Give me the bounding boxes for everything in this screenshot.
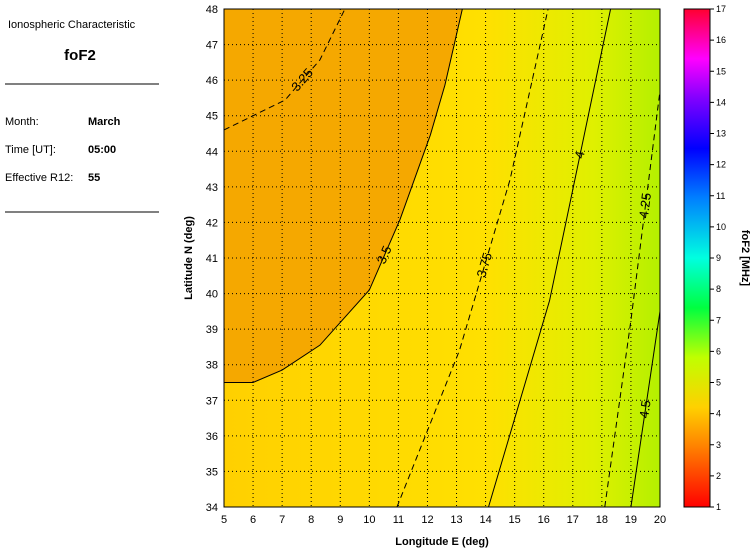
colorbar-tick-label: 11	[716, 191, 725, 201]
colorbar-tick-label: 7	[716, 315, 721, 325]
x-tick-label: 14	[479, 514, 491, 526]
colorbar-tick-label: 17	[716, 4, 726, 14]
colorbar-tick-label: 10	[716, 222, 726, 232]
x-tick-label: 6	[250, 514, 256, 526]
y-axis-label: Latitude N (deg)	[183, 216, 195, 300]
contour-label: 3.5	[374, 243, 395, 266]
colorbar-tick-label: 8	[716, 284, 721, 294]
y-tick-label: 43	[206, 182, 218, 194]
colorbar-label: foF2 [MHz]	[739, 230, 751, 287]
contour-line	[488, 8, 612, 508]
colorbar-tick-label: 13	[716, 129, 726, 139]
y-tick-label: 48	[206, 4, 218, 16]
x-tick-label: 19	[625, 514, 637, 526]
x-tick-label: 16	[538, 514, 550, 526]
parameter: foF2	[64, 47, 96, 64]
colorbar-tick-label: 6	[716, 346, 721, 356]
contour-label: 4.25	[636, 192, 654, 219]
field-label: Effective R12:	[5, 172, 73, 184]
y-tick-label: 34	[206, 502, 218, 514]
info-panel: Ionospheric Characteristic foF2	[5, 19, 159, 213]
y-tick-label: 42	[206, 217, 218, 229]
x-tick-label: 8	[308, 514, 314, 526]
contour-label: 4	[571, 150, 587, 160]
y-tick-label: 46	[206, 75, 218, 87]
colorbar-tick-label: 16	[716, 35, 726, 45]
field-value: March	[88, 116, 121, 128]
contour-line	[223, 8, 346, 131]
colorbar-tick-label: 14	[716, 97, 726, 107]
x-tick-label: 5	[221, 514, 227, 526]
colorbar-tick-label: 15	[716, 66, 726, 76]
field-value: 05:00	[88, 144, 116, 156]
contour-label: 4.5	[636, 399, 653, 419]
x-tick-label: 12	[421, 514, 433, 526]
x-tick-label: 7	[279, 514, 285, 526]
y-tick-label: 44	[206, 146, 218, 158]
x-tick-label: 10	[363, 514, 375, 526]
contour-line	[224, 8, 463, 383]
x-tick-label: 18	[596, 514, 608, 526]
colorbar-tick-label: 3	[716, 440, 721, 450]
field-label: Month:	[5, 116, 39, 128]
panel-title: Ionospheric Characteristic	[8, 19, 136, 31]
y-tick-label: 47	[206, 40, 218, 52]
contour-line	[604, 90, 661, 508]
x-tick-label: 17	[567, 514, 579, 526]
colorbar-tick-label: 4	[716, 409, 721, 419]
y-tick-label: 35	[206, 466, 218, 478]
contour-label: 3.75	[473, 251, 495, 280]
colorbar-tick-label: 2	[716, 471, 721, 481]
colorbar	[683, 8, 711, 508]
contour-line	[630, 311, 661, 508]
field-label: Time [UT]:	[5, 144, 56, 156]
x-tick-label: 15	[509, 514, 521, 526]
field-value: 55	[88, 172, 100, 184]
plot-frame	[223, 8, 661, 508]
y-tick-label: 40	[206, 289, 218, 301]
y-tick-label: 39	[206, 324, 218, 336]
colorbar-tick-label: 1	[716, 502, 721, 512]
x-tick-label: 13	[450, 514, 462, 526]
colorbar-tick-label: 9	[716, 253, 721, 263]
y-tick-label: 37	[206, 395, 218, 407]
x-tick-label: 9	[337, 514, 343, 526]
colorbar-tick-label: 12	[716, 160, 726, 170]
contour-line	[396, 8, 549, 508]
y-tick-label: 45	[206, 111, 218, 123]
x-axis-label: Longitude E (deg)	[395, 536, 489, 548]
x-tick-label: 20	[654, 514, 666, 526]
x-tick-label: 11	[393, 514, 404, 526]
y-tick-label: 38	[206, 360, 218, 372]
low-region	[224, 9, 463, 383]
y-tick-label: 41	[206, 253, 218, 265]
y-tick-label: 36	[206, 431, 218, 443]
colorbar-tick-label: 5	[716, 378, 721, 388]
